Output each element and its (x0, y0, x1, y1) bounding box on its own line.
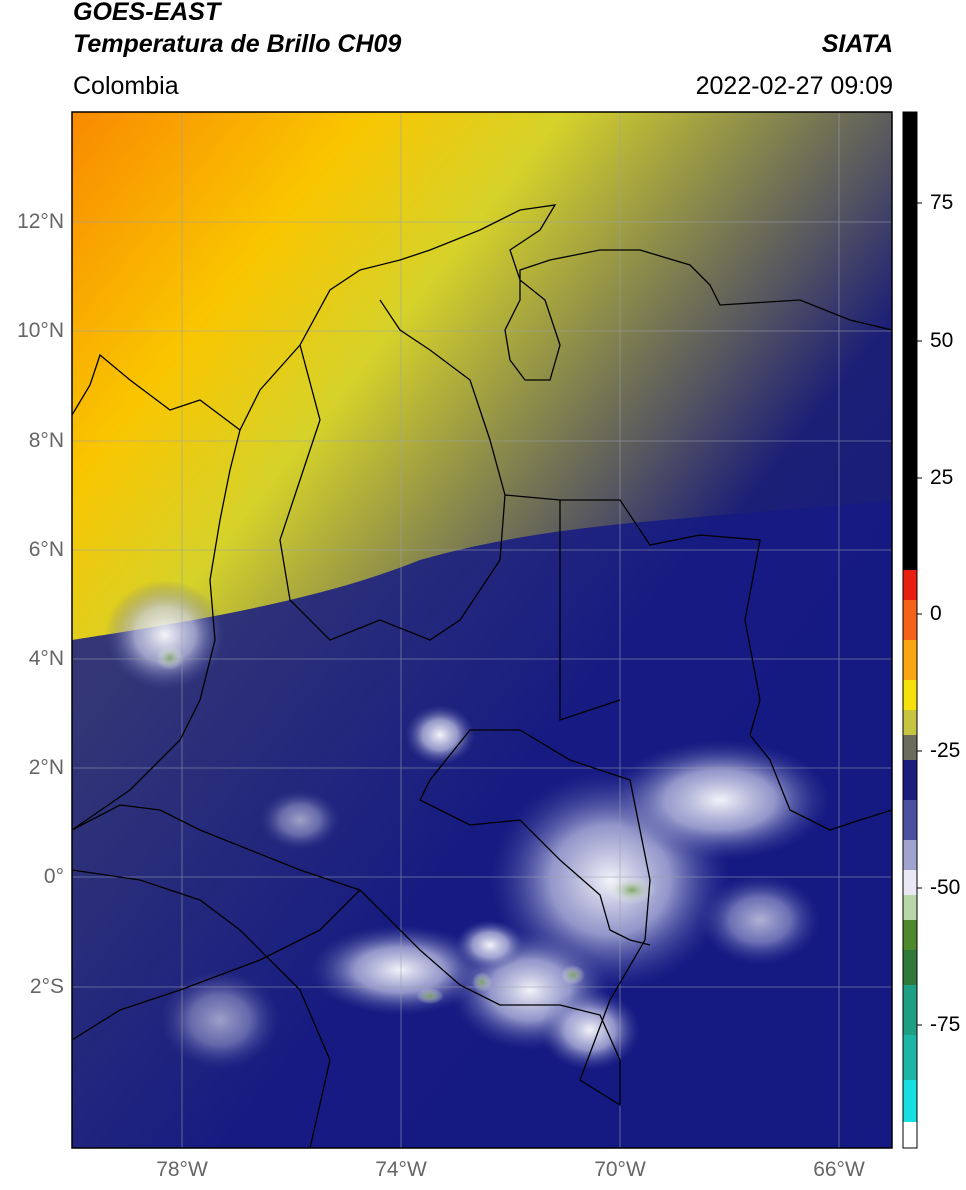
datetime-label: 2022-02-27 09:09 (695, 72, 893, 100)
colorbar-tick-25: 25 (930, 466, 954, 489)
lat-label-12n: 12°N (17, 210, 64, 233)
map-gridlines (72, 112, 892, 1148)
satellite-title: GOES-EAST (73, 0, 221, 26)
colorbar-tick-minus50: -50 (930, 876, 961, 899)
colorbar-tick-minus25: -25 (930, 739, 961, 762)
lat-label-10n: 10°N (17, 319, 64, 342)
product-title: Temperatura de Brillo CH09 (73, 30, 402, 58)
lat-label-8n: 8°N (28, 429, 64, 452)
lat-label-4n: 4°N (28, 647, 64, 670)
lon-label-66w: 66°W (813, 1158, 865, 1181)
lat-label-2n: 2°N (28, 756, 64, 779)
lat-label-2s: 2°S (29, 975, 64, 998)
colorbar-tick-75: 75 (930, 191, 954, 214)
lon-label-78w: 78°W (156, 1158, 208, 1181)
country-borders (72, 204, 892, 1148)
colorbar-tick-50: 50 (930, 329, 954, 352)
colorbar (902, 111, 922, 1149)
map-frame (71, 111, 893, 1149)
organization-label: SIATA (821, 30, 893, 58)
lon-label-70w: 70°W (594, 1158, 646, 1181)
lon-label-74w: 74°W (375, 1158, 427, 1181)
lat-label-0: 0° (43, 865, 64, 888)
satellite-image (72, 112, 892, 1148)
colorbar-tick-minus75: -75 (930, 1013, 961, 1036)
lat-label-6n: 6°N (28, 538, 64, 561)
region-label: Colombia (73, 72, 179, 100)
colorbar-tick-0: 0 (930, 602, 942, 625)
